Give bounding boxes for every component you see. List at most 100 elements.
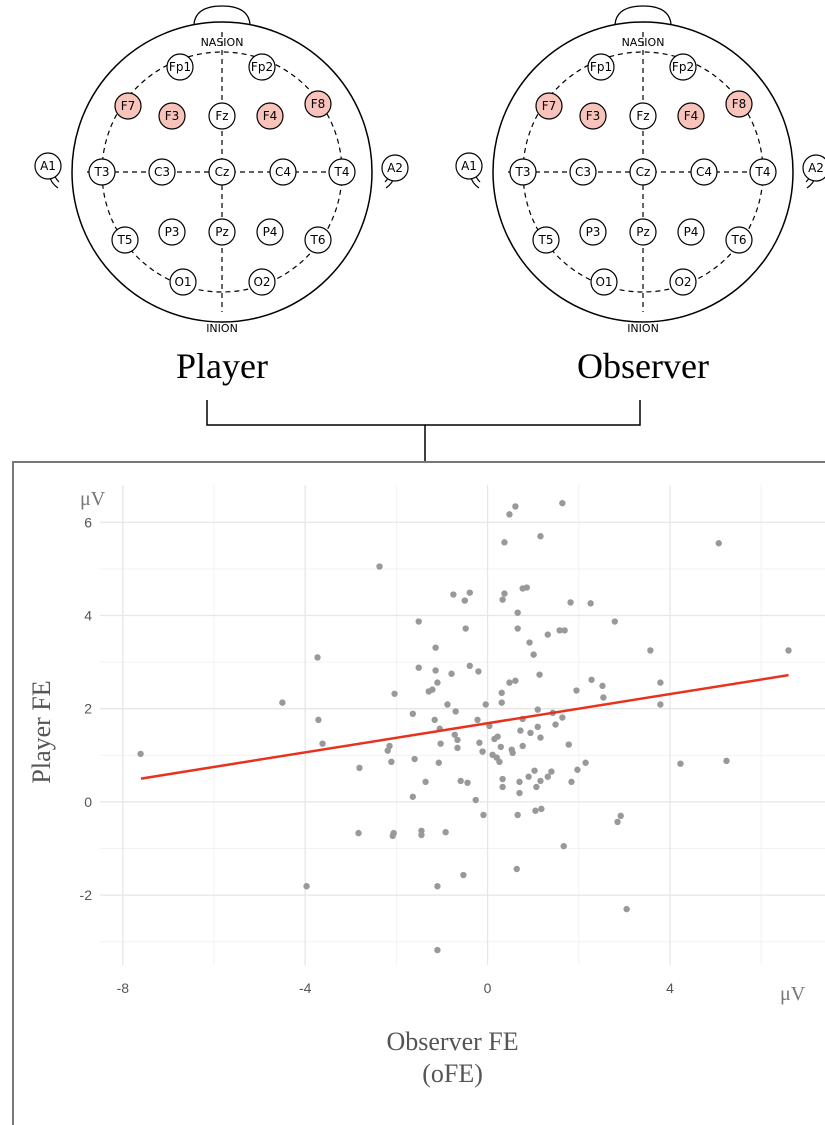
- x-tick-label: 4: [666, 980, 674, 996]
- electrode-label: Cz: [636, 165, 651, 179]
- head-label: Player: [176, 346, 268, 386]
- point: [434, 883, 440, 889]
- point: [561, 843, 567, 849]
- point: [436, 760, 442, 766]
- electrode-label: O1: [174, 275, 191, 289]
- electrode-label: O2: [674, 275, 691, 289]
- point: [514, 866, 520, 872]
- point: [535, 724, 541, 730]
- landmark: NASION: [201, 36, 244, 49]
- point: [600, 694, 606, 700]
- point: [567, 599, 573, 605]
- x-tick-label: -4: [299, 980, 312, 996]
- point: [434, 679, 440, 685]
- electrode-label: A2: [387, 161, 403, 175]
- x-unit: μV: [780, 983, 806, 1005]
- point: [483, 701, 489, 707]
- point: [514, 609, 520, 615]
- point: [390, 830, 396, 836]
- point: [514, 812, 520, 818]
- point: [416, 618, 422, 624]
- x-tick-label: 0: [484, 980, 492, 996]
- point: [448, 671, 454, 677]
- point: [568, 779, 574, 785]
- electrode-label: C3: [575, 165, 591, 179]
- point: [512, 678, 518, 684]
- point: [545, 631, 551, 637]
- point: [473, 797, 479, 803]
- point: [499, 699, 505, 705]
- x-axis-title: (oFE): [422, 1059, 483, 1088]
- point: [506, 511, 512, 517]
- point: [559, 714, 565, 720]
- electrode-label: C3: [154, 165, 170, 179]
- point: [561, 627, 567, 633]
- point: [545, 774, 551, 780]
- point: [536, 671, 542, 677]
- point: [587, 600, 593, 606]
- point: [279, 699, 285, 705]
- point: [552, 721, 558, 727]
- point: [315, 717, 321, 723]
- point: [530, 651, 536, 657]
- point: [657, 701, 663, 707]
- point: [537, 734, 543, 740]
- point: [376, 563, 382, 569]
- point: [410, 711, 416, 717]
- point: [418, 832, 424, 838]
- y-tick-label: 4: [84, 607, 92, 623]
- point: [416, 664, 422, 670]
- point: [498, 744, 504, 750]
- point: [454, 737, 460, 743]
- point: [319, 740, 325, 746]
- point: [450, 591, 456, 597]
- point: [785, 647, 791, 653]
- point: [476, 740, 482, 746]
- electrode-label: C4: [696, 165, 712, 179]
- point: [499, 690, 505, 696]
- electrode-label: P4: [684, 225, 699, 239]
- electrode-label: F4: [684, 109, 699, 123]
- point: [516, 790, 522, 796]
- point: [314, 654, 320, 660]
- point: [464, 780, 470, 786]
- point: [535, 706, 541, 712]
- point: [462, 597, 468, 603]
- point: [499, 776, 505, 782]
- point: [599, 683, 605, 689]
- point: [588, 677, 594, 683]
- point: [574, 767, 580, 773]
- point: [388, 759, 394, 765]
- point: [432, 644, 438, 650]
- point: [444, 701, 450, 707]
- point: [516, 779, 522, 785]
- point: [391, 691, 397, 697]
- electrode-label: Cz: [215, 165, 230, 179]
- point: [385, 747, 391, 753]
- point: [538, 806, 544, 812]
- point: [355, 830, 361, 836]
- point: [532, 808, 538, 814]
- point: [657, 679, 663, 685]
- point: [623, 906, 629, 912]
- electrode-label: Pz: [215, 225, 229, 239]
- x-tick-label: -8: [117, 980, 130, 996]
- point: [496, 759, 502, 765]
- point: [531, 767, 537, 773]
- electrode-label: T5: [117, 233, 133, 247]
- electrode-label: T4: [755, 165, 771, 179]
- point: [442, 829, 448, 835]
- y-tick-label: 2: [84, 701, 92, 717]
- electrode-label: P3: [586, 225, 601, 239]
- point: [582, 760, 588, 766]
- point: [452, 708, 458, 714]
- electrode-label: Pz: [636, 225, 650, 239]
- point: [411, 756, 417, 762]
- point: [467, 589, 473, 595]
- electrode-label: Fz: [215, 109, 228, 123]
- point: [494, 733, 500, 739]
- point: [723, 758, 729, 764]
- point: [462, 625, 468, 631]
- figure: NASIONINIONFp1Fp2F7F3FzF4F8A1T3C3CzC4T4A…: [0, 0, 825, 1125]
- landmark: INION: [627, 322, 659, 335]
